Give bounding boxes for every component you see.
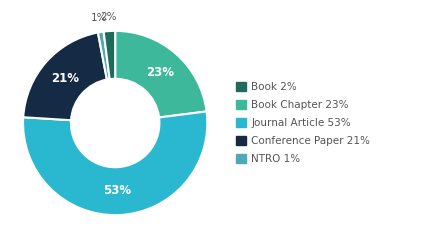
Wedge shape bbox=[23, 32, 107, 120]
Text: 1%: 1% bbox=[90, 13, 107, 23]
Text: 53%: 53% bbox=[103, 184, 132, 197]
Legend: Book 2%, Book Chapter 23%, Journal Article 53%, Conference Paper 21%, NTRO 1%: Book 2%, Book Chapter 23%, Journal Artic… bbox=[236, 82, 370, 164]
Wedge shape bbox=[104, 31, 115, 79]
Wedge shape bbox=[115, 31, 206, 117]
Text: 21%: 21% bbox=[51, 72, 79, 85]
Text: 23%: 23% bbox=[146, 66, 174, 79]
Wedge shape bbox=[98, 31, 109, 79]
Text: 2%: 2% bbox=[100, 12, 117, 22]
Wedge shape bbox=[23, 111, 207, 215]
